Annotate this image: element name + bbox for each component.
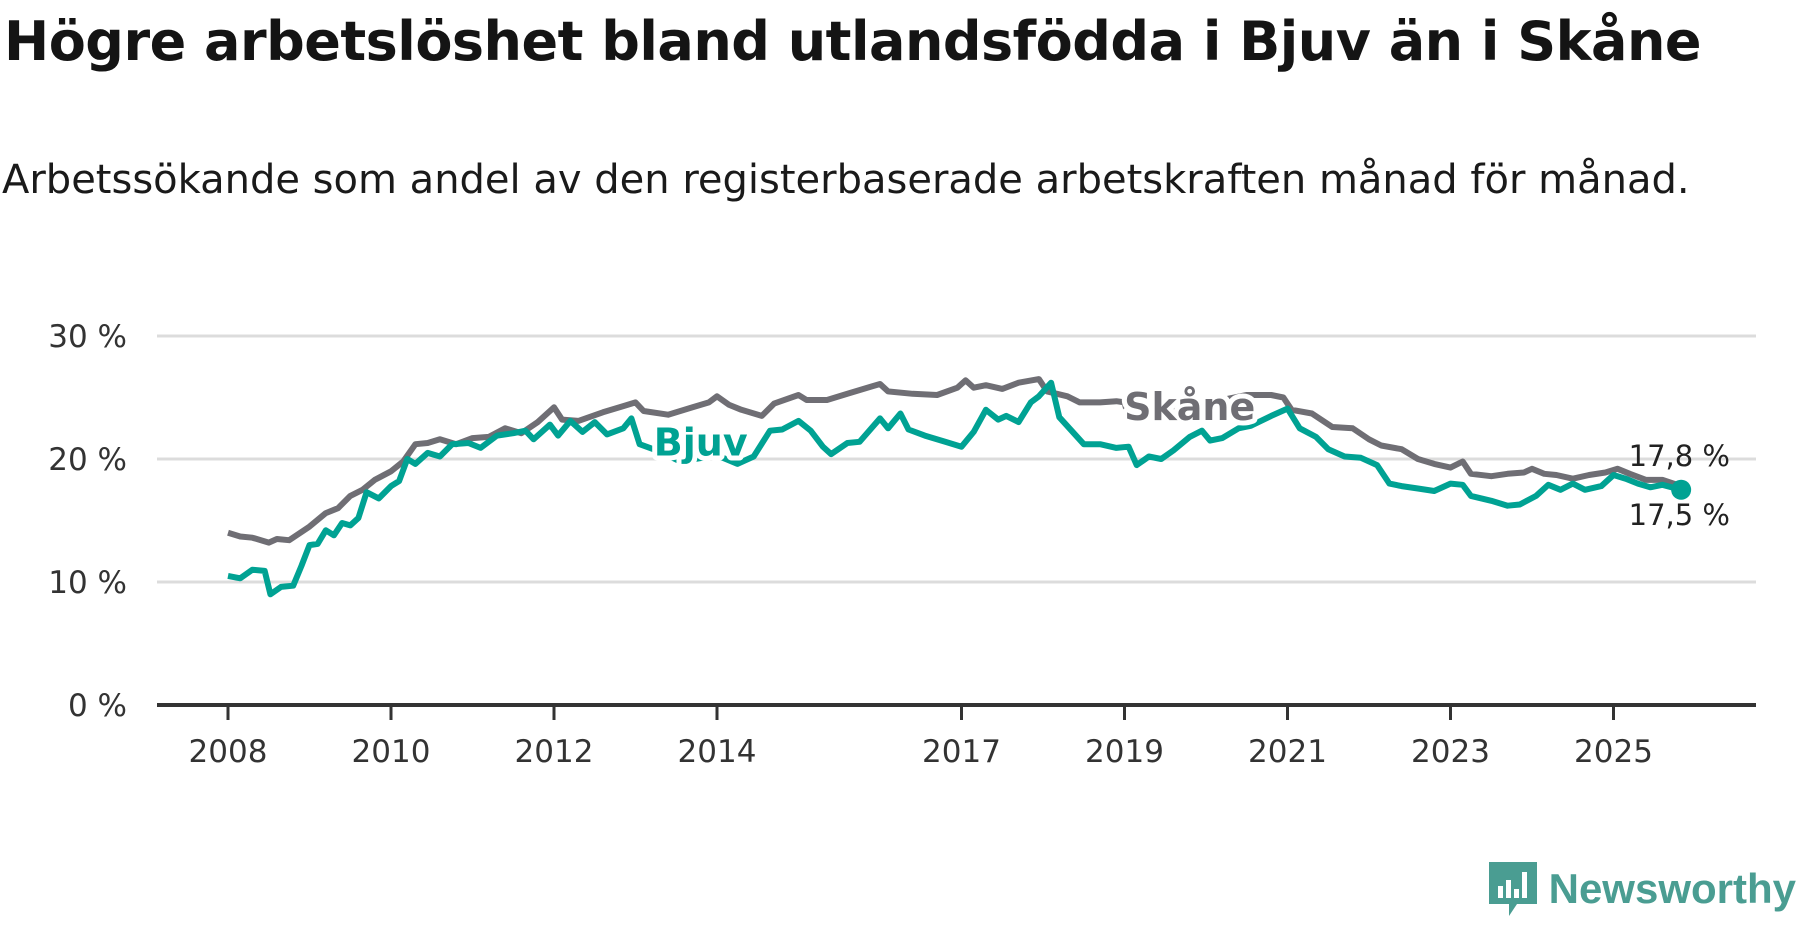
newsworthy-logo-icon <box>1488 862 1537 916</box>
y-tick-label: 10 % <box>48 565 127 601</box>
x-tick-label: 2017 <box>922 734 1001 770</box>
series-label-skåne: Skåne <box>1124 385 1255 429</box>
y-tick-label: 30 % <box>48 319 127 355</box>
y-tick-label: 0 % <box>68 688 127 724</box>
x-tick-label: 2019 <box>1085 734 1164 770</box>
newsworthy-logo-text: Newsworthy <box>1548 865 1796 912</box>
end-point-marker <box>1671 479 1692 500</box>
x-tick-label: 2025 <box>1574 734 1653 770</box>
chart-title: Högre arbetslöshet bland utlandsfödda i … <box>4 10 1702 73</box>
x-tick-label: 2014 <box>678 734 757 770</box>
x-tick-label: 2021 <box>1248 734 1327 770</box>
x-tick-label: 2012 <box>515 734 594 770</box>
x-tick-label: 2023 <box>1411 734 1490 770</box>
series-line-bjuv <box>227 379 1682 598</box>
newsworthy-logo: Newsworthy <box>1487 860 1796 918</box>
y-tick-label: 20 % <box>48 442 127 478</box>
x-tick-label: 2008 <box>189 734 268 770</box>
series-label-bjuv: Bjuv <box>654 421 748 465</box>
series-line-skåne <box>227 376 1683 546</box>
end-value-label-bjuv: 17,5 % <box>1629 498 1730 532</box>
x-tick-label: 2010 <box>352 734 431 770</box>
end-value-label-skåne: 17,8 % <box>1629 439 1730 473</box>
chart-subtitle: Arbetssökande som andel av den registerb… <box>2 157 1690 203</box>
